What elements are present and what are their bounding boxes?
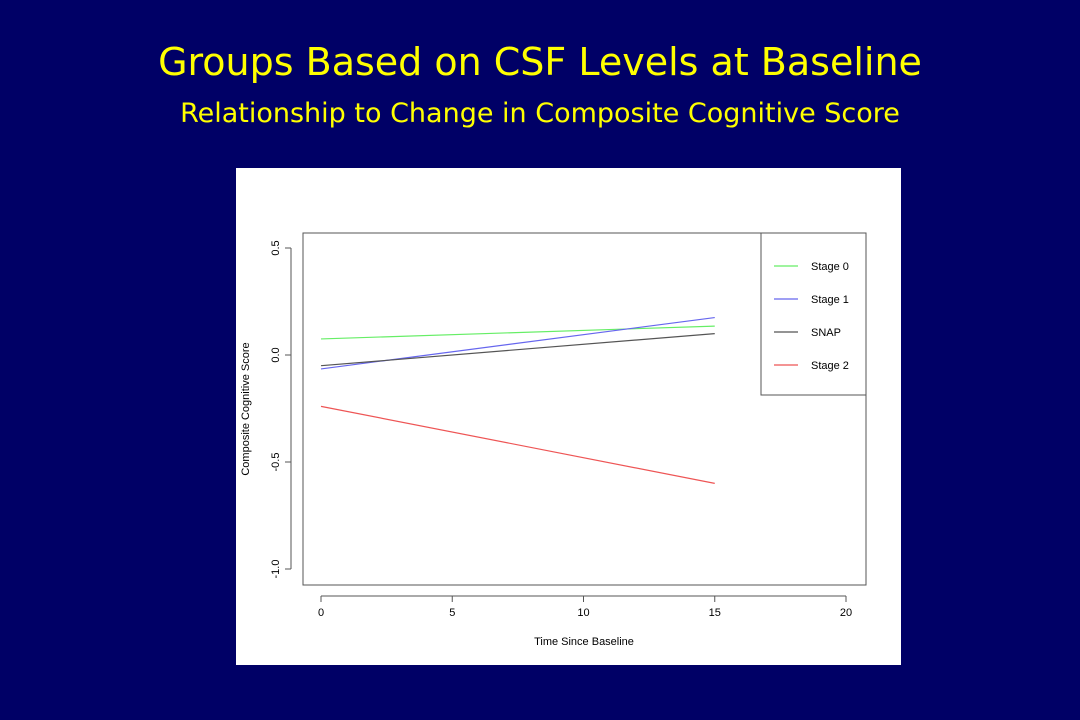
- y-tick-label: -0.5: [270, 453, 282, 472]
- y-tick-label: 0.5: [270, 240, 282, 255]
- slide-subtitle: Relationship to Change in Composite Cogn…: [180, 98, 900, 129]
- series-line-stage-0: [320, 325, 715, 340]
- legend-label: SNAP: [811, 327, 841, 339]
- x-tick-label: 5: [449, 607, 455, 619]
- legend: Stage 0 Stage 1 SNAP Stage 2: [760, 232, 867, 396]
- legend-box: [760, 232, 867, 396]
- x-axis-label: Time Since Baseline: [534, 636, 634, 648]
- slide-title: Groups Based on CSF Levels at Baseline: [158, 40, 922, 84]
- y-tick-label: -1.0: [270, 560, 282, 579]
- plot-frame: [302, 232, 867, 586]
- x-tick-label: 0: [318, 607, 324, 619]
- x-tick-label: 20: [840, 607, 852, 619]
- chart-panel: 0 5 10 15 20 -1.0 -0.5 0.0 0.5 Stage 0 Stage 1 SN…: [236, 168, 901, 665]
- legend-label: Stage 0: [811, 261, 849, 273]
- legend-label: Stage 1: [811, 294, 849, 306]
- x-tick-label: 15: [709, 607, 721, 619]
- y-tick-label: 0.0: [270, 347, 282, 362]
- x-axis: 0 5 10 15 20: [318, 595, 852, 619]
- y-axis: -1.0 -0.5 0.0 0.5: [270, 240, 292, 579]
- line-chart: 0 5 10 15 20 -1.0 -0.5 0.0 0.5 Stage 0 Stage 1 SN…: [240, 232, 867, 648]
- legend-label: Stage 2: [811, 360, 849, 372]
- x-tick-label: 10: [577, 607, 589, 619]
- series-layer: [320, 316, 715, 484]
- series-line-snap: [320, 333, 715, 367]
- y-axis-label: Composite Cognitive Score: [240, 342, 252, 475]
- series-line-stage-2: [320, 405, 715, 484]
